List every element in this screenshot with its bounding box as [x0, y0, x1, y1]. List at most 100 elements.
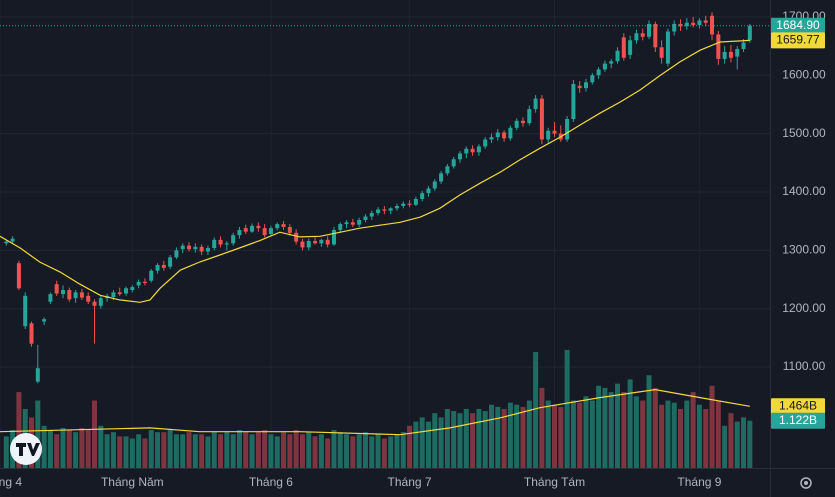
- volume-bar: [709, 385, 715, 468]
- candle-body: [48, 294, 53, 302]
- volume-bar: [350, 436, 356, 468]
- volume-bar: [684, 400, 690, 468]
- candle-body: [294, 232, 299, 242]
- volume-bar: [129, 438, 135, 468]
- price-tag: [771, 17, 825, 34]
- candle-body: [741, 42, 746, 50]
- volume-bar: [173, 434, 179, 468]
- volume-bar: [400, 432, 406, 468]
- volume-bar: [98, 425, 104, 468]
- candle-body: [407, 203, 412, 205]
- logo-mark: [16, 443, 40, 456]
- candle-body: [10, 238, 15, 242]
- volume-bar: [665, 400, 671, 468]
- volume-bar: [41, 425, 47, 468]
- candle-body: [205, 248, 210, 252]
- volume-bar: [362, 432, 368, 468]
- candle-body: [697, 20, 702, 26]
- volume-bar: [407, 425, 413, 468]
- candle-body: [401, 203, 406, 206]
- candle-body: [571, 84, 576, 120]
- tradingview-logo[interactable]: [10, 433, 42, 465]
- candle-body: [23, 295, 28, 327]
- volume-bar: [3, 436, 9, 468]
- volume-bar: [615, 383, 621, 468]
- volume-bar: [337, 432, 343, 468]
- volume-bar: [545, 400, 551, 468]
- candle-body: [142, 281, 147, 284]
- volume-bar: [388, 436, 394, 468]
- candle-body: [546, 130, 551, 140]
- volume-bar: [60, 427, 66, 468]
- volume-bar: [652, 387, 658, 468]
- volume-bar: [633, 396, 639, 468]
- volume-bar: [747, 420, 753, 468]
- candle-body: [634, 33, 639, 41]
- candle-body: [117, 292, 122, 295]
- candle-body: [243, 228, 248, 232]
- candle-body: [489, 137, 494, 140]
- candle-body: [92, 301, 97, 306]
- volume-bar: [602, 387, 608, 468]
- volume-bar: [161, 432, 167, 468]
- candle-body: [672, 23, 677, 32]
- candle-body: [665, 31, 670, 64]
- volume-bar: [583, 396, 589, 468]
- volume-ma-line: [0, 388, 750, 436]
- volume-bar: [394, 434, 400, 468]
- volume-bar: [715, 400, 721, 468]
- logo-badge: [10, 433, 42, 465]
- candle-body: [735, 49, 740, 57]
- settings-button[interactable]: [800, 477, 812, 489]
- candle-body: [565, 119, 570, 140]
- volume-bar: [66, 430, 72, 468]
- volume-bar: [205, 436, 211, 468]
- x-tick-label: Tháng 6: [249, 475, 293, 489]
- volume-bar: [463, 408, 469, 468]
- candle-body: [319, 239, 324, 244]
- candle-body: [394, 205, 399, 209]
- candle-body: [149, 270, 154, 281]
- price-tag: [771, 32, 825, 49]
- volume-bar: [312, 436, 318, 468]
- volume-bar: [621, 392, 627, 468]
- candle-body: [451, 159, 456, 167]
- candle-body: [420, 193, 425, 199]
- candle-body: [61, 290, 66, 295]
- candle-body: [180, 245, 185, 250]
- candle-body: [35, 368, 40, 382]
- y-tick-label: 1100.00: [783, 359, 826, 373]
- price-tag: [771, 398, 825, 415]
- volume-bar: [608, 392, 614, 468]
- volume-bar: [696, 404, 702, 468]
- volume-bar: [104, 434, 110, 468]
- volume-bar: [281, 432, 287, 468]
- volume-bar: [570, 400, 576, 468]
- candle-body: [331, 229, 336, 245]
- candle-body: [533, 98, 538, 110]
- volume-bar: [148, 430, 154, 468]
- volume-bar: [249, 434, 255, 468]
- candle-body: [350, 222, 355, 225]
- volume-bar: [85, 430, 91, 468]
- volume-bar: [438, 417, 444, 468]
- candle-body: [609, 61, 614, 64]
- volume-bar: [741, 417, 747, 468]
- candle-body: [514, 120, 519, 128]
- candle-body: [539, 98, 544, 140]
- candle-body: [344, 222, 349, 225]
- y-tick-label: 1400.00: [782, 184, 826, 198]
- volume-bar: [73, 432, 79, 468]
- price-tag-label: 1684.90: [776, 18, 820, 32]
- volume-bar: [482, 411, 488, 468]
- candle-body: [155, 264, 160, 271]
- volume-bar: [589, 400, 595, 468]
- volume-bar: [432, 413, 438, 468]
- candle-body: [281, 224, 286, 227]
- candle-body: [174, 250, 179, 258]
- candle-body: [747, 25, 752, 41]
- candle-body: [29, 323, 34, 344]
- price-tag-label: 1.464B: [779, 398, 817, 412]
- candle-body: [439, 173, 444, 182]
- candle-body: [136, 281, 141, 286]
